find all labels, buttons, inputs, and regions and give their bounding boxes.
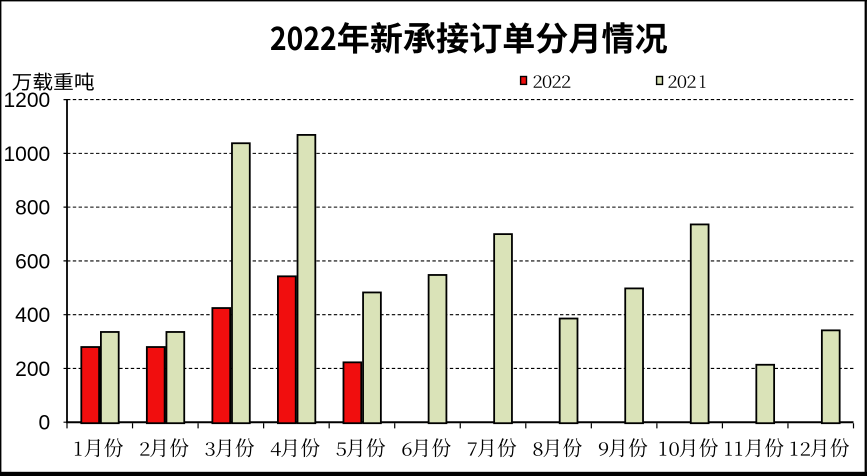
svg-text:600: 600 [15, 250, 50, 273]
svg-text:1000: 1000 [3, 143, 50, 166]
svg-text:0: 0 [39, 412, 51, 435]
svg-text:200: 200 [15, 358, 50, 381]
svg-text:1200: 1200 [3, 89, 50, 112]
svg-text:400: 400 [15, 304, 50, 327]
svg-text:800: 800 [15, 197, 50, 220]
